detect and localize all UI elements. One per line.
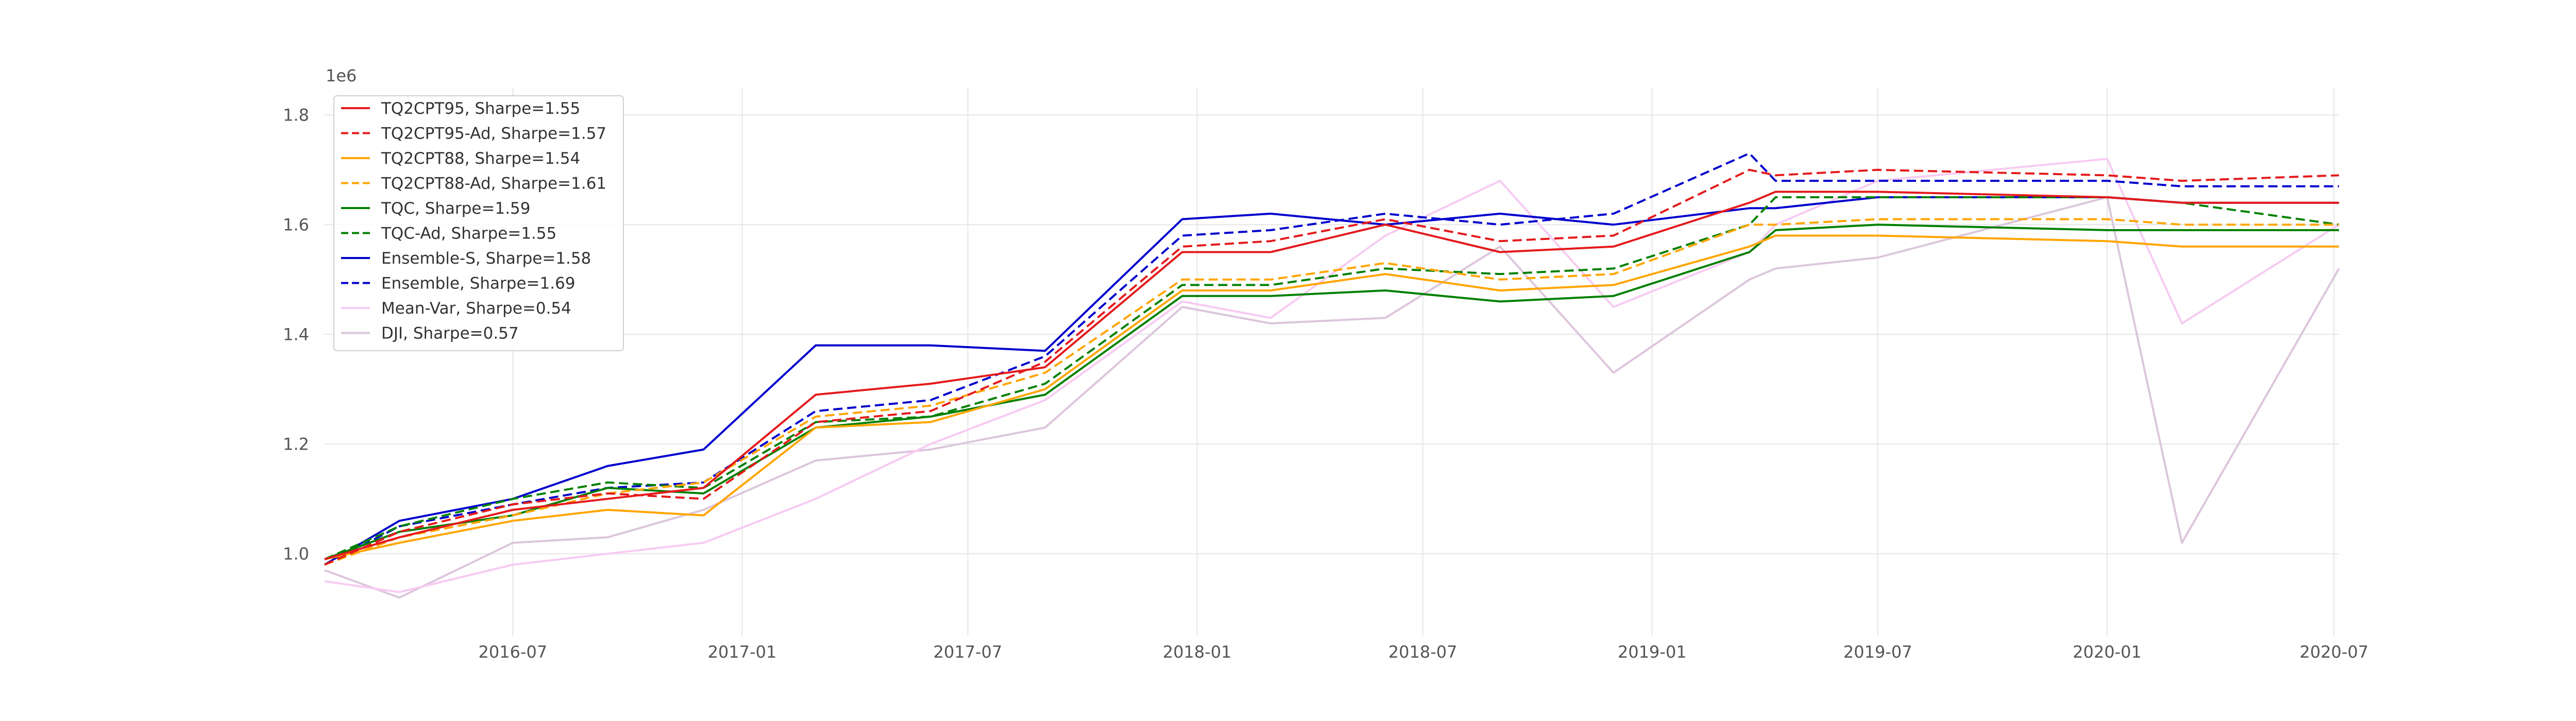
x-tick-label: 2020-07: [2299, 642, 2368, 662]
legend-box: [333, 95, 624, 351]
legend-label: TQ2CPT95, Sharpe=1.55: [381, 99, 580, 118]
y-tick-label: 1.2: [283, 434, 309, 454]
y-tick-label: 1.8: [283, 105, 309, 125]
legend: TQ2CPT95, Sharpe=1.55 TQ2CPT95-Ad, Sharpe…: [333, 95, 624, 351]
legend-label: Ensemble, Sharpe=1.69: [381, 274, 575, 293]
legend-label: TQ2CPT88, Sharpe=1.54: [381, 149, 580, 168]
x-tick-label: 2020-01: [2073, 642, 2142, 662]
series-line: [324, 168, 2340, 566]
legend-label: Ensemble-S, Sharpe=1.58: [381, 249, 591, 268]
x-tick-label: 2019-07: [1843, 642, 1912, 662]
series-line: [324, 218, 2339, 566]
x-tick-label: 2018-07: [1388, 642, 1458, 662]
x-tick-label: 2017-01: [708, 642, 777, 662]
series-line: [324, 158, 2340, 593]
y-tick-label: 1.4: [283, 324, 309, 344]
series-line: [324, 196, 2340, 599]
legend-label: Mean-Var, Sharpe=0.54: [381, 299, 571, 318]
y-tick-label: 1.6: [283, 215, 309, 234]
series-line: [324, 234, 2339, 560]
series-line: [324, 196, 2340, 560]
x-tick-label: 2016-07: [479, 642, 548, 662]
y-axis-exponent: 1e6: [326, 66, 357, 85]
y-tick-label: 1.0: [283, 544, 309, 563]
legend-label: TQC, Sharpe=1.59: [381, 199, 531, 218]
series-line: [324, 196, 2339, 566]
series-line: [324, 191, 2339, 560]
x-tick-label: 2017-07: [934, 642, 1003, 662]
x-tick-label: 2019-01: [1618, 642, 1687, 662]
legend-label: TQ2CPT88-Ad, Sharpe=1.61: [381, 175, 606, 193]
legend-label: TQC-Ad, Sharpe=1.55: [381, 225, 556, 243]
grid: [325, 88, 2339, 636]
axes: 1e6 1.0 1.2 1.4 1.6 1.8 2016-07 2017-01 2017-07…: [283, 66, 2368, 662]
series-lines: [324, 152, 2340, 599]
legend-label: DJI, Sharpe=0.57: [381, 324, 519, 343]
legend-label: TQ2CPT95-Ad, Sharpe=1.57: [381, 125, 606, 143]
series-line: [324, 224, 2339, 560]
x-tick-label: 2018-01: [1163, 642, 1232, 662]
